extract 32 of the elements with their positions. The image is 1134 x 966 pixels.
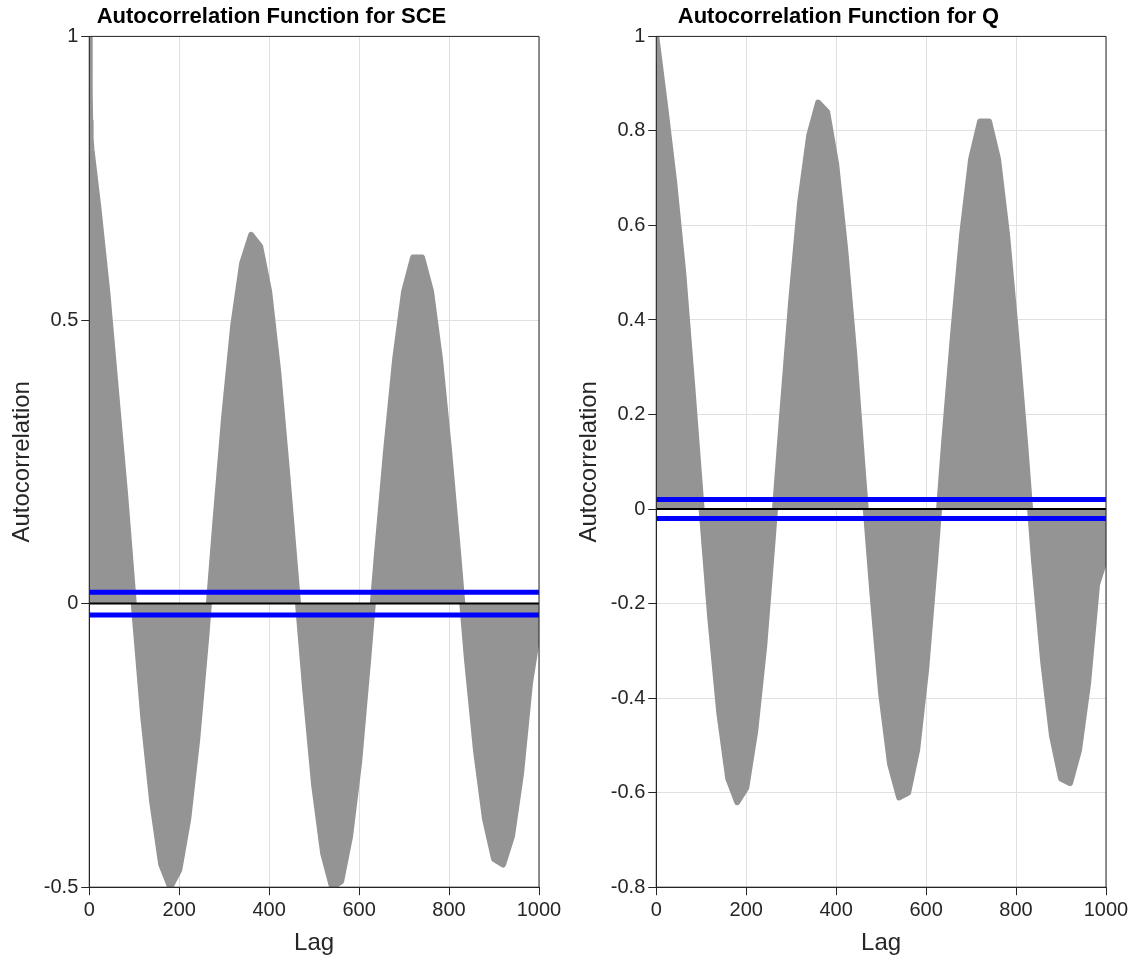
x-tick-label: 200 — [162, 897, 196, 920]
y-tick-label: -0.6 — [610, 780, 646, 803]
x-tick-label: 600 — [342, 897, 376, 920]
y-tick-label: 1 — [67, 23, 79, 46]
y-tick-label: -0.2 — [610, 591, 646, 614]
x-tick-label: 800 — [432, 897, 466, 920]
x-tick-label: 0 — [650, 897, 662, 920]
y-tick-label: 1 — [634, 23, 646, 46]
x-tick-label: 600 — [909, 897, 943, 920]
y-axis-title: Autocorrelation — [574, 381, 602, 543]
y-tick-label: 0.8 — [617, 118, 646, 141]
y-tick-label: 0.2 — [617, 402, 646, 425]
y-tick-label: -0.8 — [610, 874, 646, 897]
chart-title: Autocorrelation Function for Q — [677, 3, 1000, 29]
y-tick-label: 0.5 — [50, 307, 79, 330]
y-tick-label: 0 — [634, 496, 646, 519]
x-axis-title: Lag — [861, 928, 902, 956]
x-tick-label: 800 — [999, 897, 1033, 920]
x-tick-label: 1000 — [1083, 897, 1129, 920]
y-axis-title: Autocorrelation — [7, 381, 35, 543]
y-tick-label: 0 — [67, 591, 79, 614]
y-tick-label: -0.5 — [43, 874, 79, 897]
x-tick-label: 400 — [252, 897, 286, 920]
y-tick-label: 0.4 — [617, 307, 646, 330]
chart-title: Autocorrelation Function for SCE — [96, 3, 447, 29]
x-axis-title: Lag — [294, 928, 335, 956]
y-tick-label: 0.6 — [617, 212, 646, 235]
x-tick-label: 200 — [729, 897, 763, 920]
x-tick-label: 0 — [83, 897, 95, 920]
y-tick-label: -0.4 — [610, 685, 646, 708]
x-tick-label: 400 — [819, 897, 853, 920]
x-tick-label: 1000 — [516, 897, 562, 920]
